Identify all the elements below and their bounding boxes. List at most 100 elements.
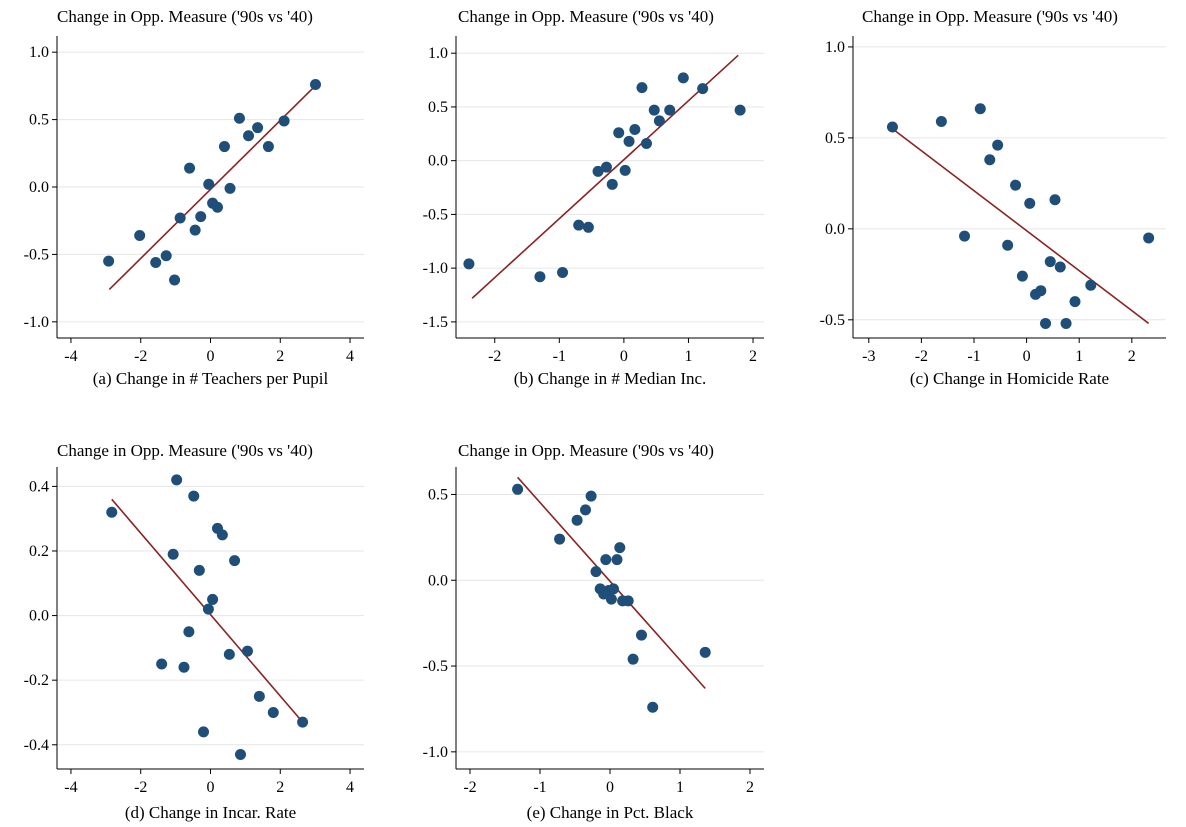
data-point xyxy=(653,115,665,127)
data-point xyxy=(253,690,265,702)
data-point xyxy=(229,555,241,567)
y-tick-label: 0.0 xyxy=(428,153,448,170)
data-point xyxy=(1049,194,1061,206)
y-tick-label: -0.4 xyxy=(24,737,49,754)
y-tick-label: 0.0 xyxy=(29,179,49,196)
data-point xyxy=(1035,285,1047,297)
data-point xyxy=(203,178,215,190)
y-tick-label: 0.2 xyxy=(29,543,49,560)
data-point xyxy=(216,529,228,541)
data-point xyxy=(647,701,659,713)
data-point xyxy=(235,748,247,760)
data-point xyxy=(677,72,689,84)
chart-panel-3: -0.4 -0.2 0.0 0.2 0.4 -4 -2 0 2 4 Change in Opp. M… xyxy=(24,441,364,822)
fit-line xyxy=(517,476,706,689)
data-point xyxy=(600,554,612,566)
y-tick-label: -0.5 xyxy=(820,312,845,329)
data-point xyxy=(992,139,1004,151)
y-tick-label: 0.5 xyxy=(825,130,845,147)
data-point xyxy=(193,564,205,576)
data-point xyxy=(1054,261,1066,273)
data-point xyxy=(189,224,201,236)
data-point xyxy=(218,141,230,153)
chart-panel-0: -1.0 -0.5 0.0 0.5 1.0 -4 -2 0 2 4 Change in Opp. M… xyxy=(24,7,364,388)
data-point xyxy=(623,135,635,147)
data-point xyxy=(463,258,475,270)
y-tick-label: 0.0 xyxy=(428,572,448,589)
data-point xyxy=(1143,232,1155,244)
data-point xyxy=(1024,197,1036,209)
data-point xyxy=(611,554,623,566)
data-point xyxy=(202,603,214,615)
y-tick-label: -0.5 xyxy=(24,246,49,263)
panel-caption: (e) Change in Pct. Black xyxy=(527,803,694,822)
data-point xyxy=(1085,279,1097,291)
y-tick-label: -1.0 xyxy=(24,314,49,331)
data-point xyxy=(512,483,524,495)
data-point xyxy=(224,182,236,194)
x-tick-label: 2 xyxy=(749,348,757,365)
x-tick-label: 2 xyxy=(276,779,284,796)
y-tick-label: 0.0 xyxy=(825,221,845,238)
chart-title: Change in Opp. Measure ('90s vs '40) xyxy=(57,7,313,26)
data-point xyxy=(1044,256,1056,268)
y-tick-label: 0.5 xyxy=(428,486,448,503)
data-point xyxy=(134,230,146,242)
data-point xyxy=(1060,317,1072,329)
data-point xyxy=(606,178,618,190)
data-point xyxy=(648,104,660,116)
panel-caption: (a) Change in # Teachers per Pupil xyxy=(93,369,329,388)
panel-caption: (b) Change in # Median Inc. xyxy=(514,369,707,388)
x-tick-label: -2 xyxy=(488,348,501,365)
data-point xyxy=(627,653,639,665)
data-point xyxy=(585,490,597,502)
data-point xyxy=(183,626,195,638)
data-point xyxy=(243,130,255,142)
y-tick-label: -0.5 xyxy=(423,206,448,223)
data-point xyxy=(106,506,118,518)
data-point xyxy=(156,658,168,670)
y-tick-label: -0.2 xyxy=(24,672,49,689)
data-point xyxy=(959,230,971,242)
data-point xyxy=(171,474,183,486)
y-tick-label: -0.5 xyxy=(423,658,448,675)
data-point xyxy=(614,542,626,554)
x-tick-label: 0 xyxy=(620,348,628,365)
data-point xyxy=(1016,270,1028,282)
y-tick-label: 1.0 xyxy=(825,39,845,56)
y-tick-label: 0.0 xyxy=(29,608,49,625)
fit-line xyxy=(891,128,1150,325)
data-point xyxy=(223,648,235,660)
y-tick-label: 0.5 xyxy=(29,112,49,129)
x-tick-label: -4 xyxy=(64,779,77,796)
data-point xyxy=(1040,317,1052,329)
data-point xyxy=(636,82,648,94)
data-point xyxy=(592,165,604,177)
data-point xyxy=(267,706,279,718)
data-point xyxy=(697,83,709,95)
chart-panel-1: -1.5 -1.0 -0.5 0.0 0.5 1.0 -2 -1 0 1 2 Change in Op… xyxy=(423,7,764,388)
data-point xyxy=(241,645,253,657)
x-tick-label: 1 xyxy=(1075,348,1083,365)
x-tick-label: -1 xyxy=(533,779,546,796)
data-point xyxy=(534,271,546,283)
x-tick-label: 0 xyxy=(207,348,215,365)
data-point xyxy=(590,566,602,578)
y-tick-label: 0.4 xyxy=(29,478,49,495)
chart-title: Change in Opp. Measure ('90s vs '40) xyxy=(458,441,714,460)
data-point xyxy=(619,164,631,176)
data-point xyxy=(103,255,115,267)
x-tick-label: -2 xyxy=(134,779,147,796)
data-point xyxy=(734,104,746,116)
y-tick-label: -1.0 xyxy=(423,744,448,761)
fit-line xyxy=(471,54,739,299)
chart-panel-2: -0.5 0.0 0.5 1.0 -3 -2 -1 0 1 2 Change in Opp. Mea… xyxy=(820,7,1166,388)
data-point xyxy=(629,124,641,136)
x-tick-label: 1 xyxy=(684,348,692,365)
data-point xyxy=(252,122,264,134)
x-tick-label: -3 xyxy=(862,348,875,365)
data-point xyxy=(297,716,309,728)
data-point xyxy=(622,595,634,607)
x-tick-label: 0 xyxy=(606,779,614,796)
